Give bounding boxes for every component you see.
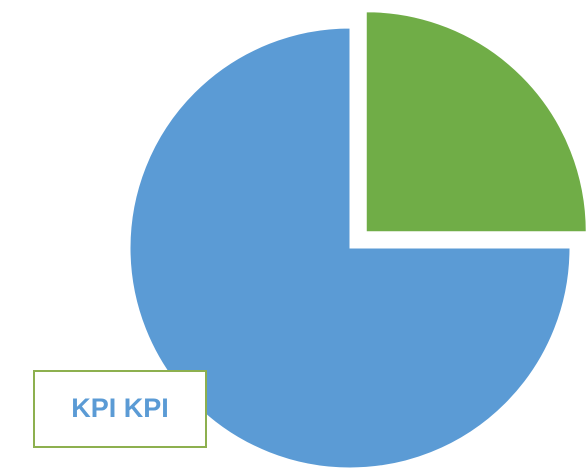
annotation-box [33, 370, 207, 448]
annotation: KPI KPI [71, 393, 169, 423]
pie [129, 11, 587, 469]
pie-slice [365, 11, 587, 233]
